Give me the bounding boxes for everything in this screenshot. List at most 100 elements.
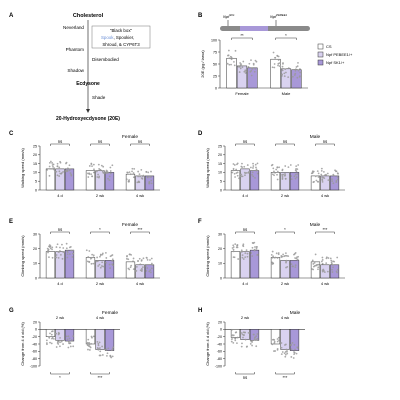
data-point: [321, 256, 324, 259]
data-point: [317, 263, 320, 266]
gene-right-label: NpfPEBEE1: [270, 13, 288, 19]
significance-label: *: [99, 227, 101, 232]
data-point: [105, 169, 108, 172]
data-point: [276, 170, 279, 173]
data-point: [298, 75, 301, 78]
y-axis-label: Climbing speed (mm/s): [20, 235, 25, 277]
data-point: [244, 252, 247, 254]
chart-title: Male: [310, 134, 321, 140]
data-point: [322, 170, 325, 173]
legend-label: CS: [326, 44, 332, 49]
data-point: [138, 257, 141, 260]
data-point: [132, 260, 134, 263]
data-point: [68, 164, 71, 167]
data-point: [276, 257, 279, 259]
data-point: [140, 177, 143, 180]
data-point: [66, 250, 68, 252]
data-point: [331, 271, 334, 273]
data-point: [234, 176, 236, 178]
data-point: [336, 178, 339, 181]
data-point: [150, 257, 153, 260]
y-tick-label: 25: [33, 144, 37, 148]
data-point: [87, 176, 90, 178]
chart-c: 0 5 10 15 20 25 Walking speed (mm/s) Female 4 d n…: [20, 134, 160, 198]
bar: [236, 65, 248, 89]
data-point: [252, 162, 254, 165]
data-point: [242, 243, 245, 246]
y-tick-label: 15: [33, 162, 37, 166]
y-tick-label: 30: [218, 232, 222, 236]
data-point: [271, 66, 274, 69]
data-point: [271, 256, 274, 259]
data-point: [56, 243, 59, 246]
data-point: [255, 335, 258, 338]
data-point: [252, 62, 255, 65]
data-point: [90, 173, 93, 176]
data-point: [131, 167, 134, 170]
data-point: [292, 357, 295, 359]
data-point: [332, 266, 334, 269]
data-point: [125, 257, 128, 260]
data-point: [232, 246, 235, 248]
data-point: [276, 338, 279, 340]
data-point: [242, 336, 244, 339]
data-point: [254, 246, 256, 248]
data-point: [239, 62, 242, 64]
significance-label: ns: [243, 139, 247, 144]
data-point: [67, 335, 70, 338]
data-point: [52, 165, 54, 168]
y-tick-label: -20: [217, 335, 222, 339]
data-point: [273, 170, 275, 173]
data-point: [240, 63, 243, 66]
data-point: [62, 170, 64, 173]
data-point: [85, 249, 88, 252]
data-point: [295, 170, 298, 173]
data-point: [51, 164, 54, 166]
data-point: [50, 333, 53, 336]
bar: [289, 172, 300, 191]
data-point: [281, 65, 284, 68]
data-point: [283, 72, 286, 75]
bar: [85, 170, 96, 191]
legend-label: Npf PEBEE1/+: [326, 52, 353, 57]
chart-title: Female: [122, 222, 138, 228]
y-axis-label: Change from 4 d old (%): [20, 322, 25, 366]
data-point: [312, 171, 314, 174]
data-point: [99, 255, 101, 258]
data-point: [321, 176, 324, 179]
data-point: [293, 353, 296, 356]
category-label: 4 d: [242, 281, 248, 286]
data-point: [67, 346, 70, 349]
data-point: [127, 258, 130, 261]
data-point: [92, 262, 95, 265]
data-point: [322, 268, 325, 271]
y-tick-label: -40: [32, 342, 37, 346]
data-point: [110, 349, 113, 352]
data-point: [294, 348, 296, 351]
data-point: [230, 63, 232, 66]
data-point: [241, 333, 244, 336]
category-label: 4 d: [57, 281, 63, 286]
category-label: 4 wk: [136, 281, 144, 286]
data-point: [231, 328, 233, 331]
data-point: [59, 246, 61, 249]
data-point: [61, 257, 64, 260]
data-point: [243, 171, 246, 174]
data-point: [311, 268, 313, 270]
data-point: [55, 170, 58, 173]
data-point: [59, 337, 61, 339]
data-point: [285, 260, 287, 262]
data-point: [273, 342, 276, 344]
data-point: [330, 262, 333, 265]
y-tick-label: -100: [30, 364, 37, 368]
data-point: [130, 253, 132, 256]
panel-g-letter: G: [9, 308, 14, 314]
y-tick-label: 5: [220, 180, 222, 184]
data-point: [98, 168, 101, 170]
data-point: [285, 254, 288, 257]
data-point: [233, 172, 236, 175]
bar: [104, 172, 115, 191]
y-tick-label: -60: [217, 350, 222, 354]
data-point: [284, 252, 287, 255]
